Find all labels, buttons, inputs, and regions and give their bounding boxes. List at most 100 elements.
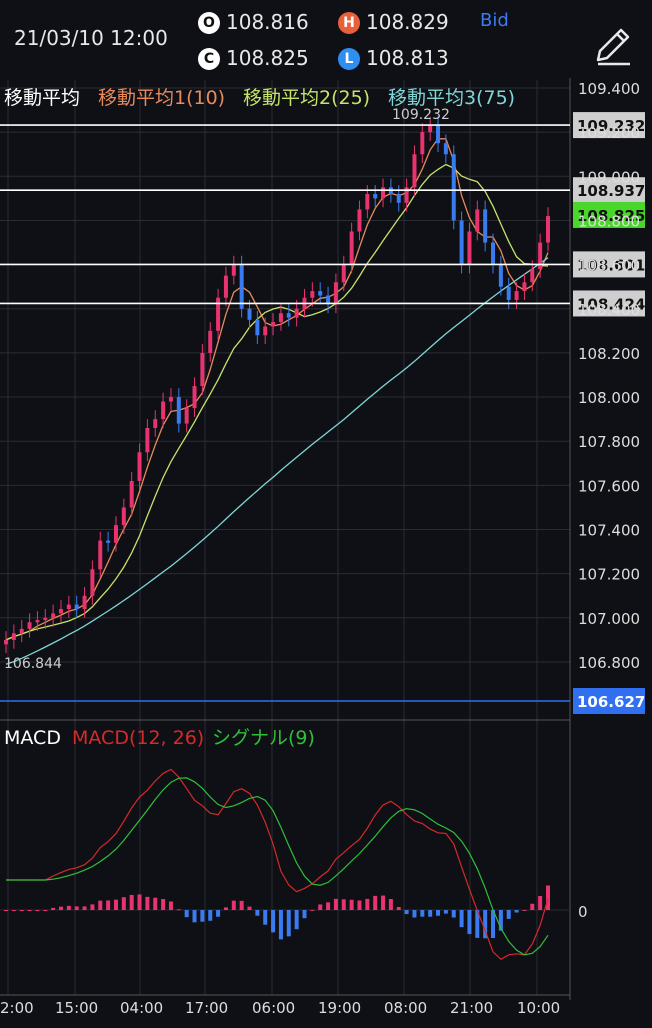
- macd-histogram-bar: [239, 900, 244, 910]
- macd-panel: [0, 768, 570, 961]
- candle-body: [443, 143, 448, 155]
- pencil-icon[interactable]: [590, 20, 638, 68]
- candle-body: [200, 352, 205, 387]
- chart-area[interactable]: 109.232 108.937 108.825 108.601 108.424 106.6…: [0, 78, 652, 1024]
- macd-histogram-bar: [388, 899, 393, 910]
- current-price-box: [573, 201, 645, 228]
- candle-body: [538, 242, 543, 270]
- macd-histogram-bar: [451, 910, 456, 918]
- macd-histogram-bar: [349, 899, 354, 910]
- candle-body: [145, 427, 150, 453]
- macd-histogram-bar: [396, 907, 401, 910]
- macd-histogram-bar: [459, 910, 464, 928]
- candle-body: [373, 193, 378, 199]
- price-tick-label: 107.400: [578, 522, 640, 540]
- candle-body: [263, 326, 268, 336]
- candle-body: [522, 282, 527, 292]
- candle-body: [483, 209, 488, 243]
- macd-histogram-bar: [106, 900, 111, 910]
- macd-histogram-bar: [137, 894, 142, 910]
- macd-histogram-bar: [74, 906, 79, 910]
- candle-body: [412, 154, 417, 188]
- macd-histogram-bar: [318, 904, 323, 910]
- macd-histogram-bar: [483, 910, 488, 939]
- macd-histogram-bar: [365, 898, 370, 910]
- macd-histogram-bar: [184, 910, 189, 918]
- candle-body: [113, 525, 118, 543]
- macd-histogram-bar: [129, 894, 134, 910]
- macd-histogram-bar: [538, 895, 543, 910]
- candle-body: [475, 209, 480, 232]
- level-box: [573, 112, 645, 139]
- candle-body: [278, 313, 283, 323]
- price-tick-label: 109.200: [578, 124, 640, 142]
- macd-histogram-bar: [43, 910, 48, 911]
- candle-body: [216, 297, 221, 331]
- price-axis: 109.400 109.200 109.000 108.800 108.600 108.4…: [0, 80, 640, 1017]
- macd-histogram-bar: [192, 910, 197, 923]
- macd-histogram-bar: [66, 905, 71, 910]
- macd-histogram-bar: [278, 910, 283, 940]
- candle-body: [137, 452, 142, 481]
- candle-body: [381, 187, 386, 199]
- time-tick-label: 06:00: [252, 999, 295, 1017]
- candle-body: [98, 540, 103, 570]
- macd-histogram-bar: [153, 897, 158, 910]
- macd-histogram-bar: [357, 900, 362, 910]
- candle-body: [349, 231, 354, 265]
- low-badge: L: [338, 48, 360, 70]
- candle-body: [66, 604, 71, 610]
- macd-legend-signal: シグナル(9): [212, 727, 315, 749]
- low-box: [573, 688, 645, 714]
- level-box-label: 109.232: [577, 117, 645, 135]
- candle-body: [4, 639, 8, 645]
- time-tick-label: 15:00: [55, 999, 98, 1017]
- price-chart[interactable]: 109.232 108.937 108.825 108.601 108.424 106.6…: [0, 78, 652, 1024]
- macd-histogram-bar: [326, 902, 331, 910]
- min-marker: 106.844: [4, 656, 62, 672]
- macd-legend-title: MACD: [4, 727, 61, 749]
- macd-histogram-bar: [546, 885, 550, 910]
- price-tick-label: 108.200: [578, 345, 640, 363]
- time-tick-label: 21:00: [450, 999, 493, 1017]
- macd-zero-label: 0: [578, 903, 588, 921]
- candle-body: [19, 628, 24, 634]
- price-tick-label: 108.800: [578, 212, 640, 230]
- candle-body: [396, 193, 401, 203]
- candle-body: [51, 613, 56, 618]
- macd-histogram-bar: [286, 910, 291, 937]
- candle-body: [121, 507, 126, 526]
- macd-histogram-bar: [58, 906, 63, 910]
- macd-histogram-bar: [412, 910, 417, 918]
- macd-histogram-bar: [263, 910, 268, 925]
- macd-histogram-bar: [247, 906, 252, 910]
- macd-histogram-bar: [255, 910, 260, 916]
- time-tick-label: 2:00: [0, 999, 34, 1017]
- macd-histogram-bar: [98, 900, 103, 910]
- signal-line: [6, 777, 549, 956]
- candle-body: [546, 216, 550, 243]
- legend-ma3: 移動平均3(75): [388, 87, 515, 109]
- price-tick-label: 108.600: [578, 257, 640, 275]
- price-type-label: Bid: [480, 10, 509, 31]
- moving-average-lines: [5, 138, 549, 665]
- candle-body: [247, 308, 252, 320]
- macd-histogram-bar: [506, 910, 511, 919]
- macd-histogram-bar: [216, 910, 221, 917]
- level-box-label: 108.937: [577, 182, 645, 200]
- level-box-label: 108.424: [577, 295, 645, 313]
- macd-histogram-bar: [498, 910, 503, 931]
- price-tick-label: 107.000: [578, 610, 640, 628]
- grid: [0, 78, 571, 1000]
- candle-body: [168, 397, 173, 402]
- price-tick-label: 108.000: [578, 389, 640, 407]
- price-tick-label: 109.400: [578, 80, 640, 98]
- candle-body: [451, 154, 456, 221]
- macd-histogram-bar: [373, 895, 378, 910]
- macd-histogram-bar: [223, 907, 228, 910]
- legend-indicator: 移動平均: [4, 87, 80, 109]
- candle-body: [153, 419, 158, 428]
- macd-histogram-bar: [491, 910, 496, 938]
- candle-body: [106, 540, 111, 543]
- macd-histogram-bar: [4, 910, 8, 911]
